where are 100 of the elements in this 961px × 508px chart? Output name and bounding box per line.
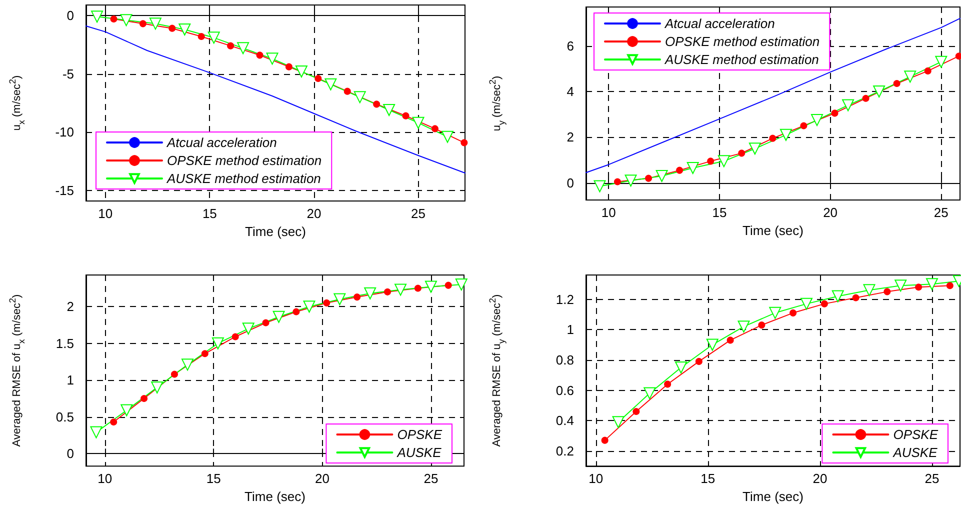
point [91, 10, 104, 23]
point [178, 24, 191, 36]
point [460, 139, 468, 146]
x-tick-label: 15 [700, 471, 716, 486]
point [344, 88, 351, 95]
point [852, 294, 860, 302]
y-tick-label: 0 [66, 446, 74, 462]
point [946, 282, 954, 290]
x-tick-label: 25 [411, 206, 426, 221]
line-series [586, 18, 960, 174]
y-tick-label: 1 [66, 372, 74, 388]
y-tick-label: -10 [55, 124, 74, 140]
x-tick-label: 15 [202, 206, 217, 221]
point [676, 166, 684, 174]
point [904, 70, 916, 83]
point [402, 112, 410, 120]
point [811, 114, 824, 126]
legend-label: Atcual acceleration [664, 16, 775, 31]
point [285, 63, 292, 70]
point [120, 14, 132, 26]
point [110, 16, 118, 22]
legend-label: OPSKE method estimation [665, 34, 820, 49]
y-tick-label: 1.5 [56, 336, 74, 351]
point [323, 299, 330, 306]
point [384, 288, 391, 296]
point [800, 122, 808, 130]
point [738, 320, 750, 333]
point [292, 308, 300, 316]
point [624, 174, 637, 187]
point [924, 67, 932, 74]
point [873, 86, 886, 98]
line-series [86, 26, 466, 174]
y-axis-title: Averaged RMSE of ux (m/sec2) [8, 294, 26, 447]
point [863, 284, 876, 296]
point [884, 288, 891, 296]
point [632, 408, 640, 415]
y-axis-title: Averaged RMSE of uy (m/sec2) [488, 294, 506, 447]
point [706, 338, 718, 351]
x-tick-label: 25 [934, 205, 948, 220]
point [769, 134, 776, 142]
x-tick-label: 20 [812, 471, 828, 486]
point [139, 20, 146, 28]
point [695, 358, 702, 365]
x-axis-title: Time (sec) [742, 489, 804, 504]
x-tick-label: 15 [206, 471, 221, 486]
point [110, 418, 118, 426]
legend-label: AUSKE [396, 445, 442, 460]
point [790, 309, 797, 316]
point [738, 150, 746, 157]
point [140, 394, 148, 402]
point [208, 32, 220, 44]
point [431, 125, 438, 132]
y-tick-label: 0.5 [56, 409, 74, 424]
y-tick-label: 0 [66, 8, 74, 23]
point [820, 300, 828, 308]
point [334, 293, 346, 306]
point [926, 278, 938, 290]
point [303, 300, 316, 313]
point [800, 298, 812, 310]
point [198, 33, 205, 40]
y-tick-label: -15 [55, 183, 74, 198]
point [601, 436, 608, 444]
y-tick-label: 1.2 [556, 292, 574, 307]
point [90, 426, 102, 438]
legend-label: OPSKE [893, 427, 938, 442]
point [383, 104, 396, 116]
legend-label: AUSKE method estimation [664, 52, 819, 67]
point [414, 284, 422, 292]
y-tick-label: 2 [566, 130, 574, 145]
point [394, 284, 407, 296]
legend-label: AUSKE [892, 445, 938, 460]
point [232, 333, 239, 340]
y-tick-label: 0.8 [556, 352, 574, 368]
point [364, 287, 376, 300]
x-axis-title: Time (sec) [245, 224, 306, 239]
point [455, 278, 468, 291]
legend-label: Atcual acceleration [166, 135, 277, 150]
point [726, 336, 734, 344]
point [237, 42, 250, 54]
legend-label: OPSKE method estimation [167, 153, 322, 168]
point [842, 99, 854, 112]
point [644, 387, 656, 400]
legend-label: AUSKE method estimation [166, 171, 321, 186]
x-tick-label: 20 [315, 471, 330, 486]
legend-label: OPSKE [397, 427, 442, 442]
point [915, 284, 922, 291]
y-tick-label: 0.4 [556, 413, 574, 428]
y-tick-label: 6 [566, 38, 574, 54]
y-tick-label: 4 [566, 84, 574, 100]
point [955, 52, 961, 60]
point [748, 142, 761, 155]
y-tick-label: 0 [566, 175, 574, 190]
point [151, 381, 164, 394]
y-tick-label: -5 [62, 66, 74, 82]
point [424, 280, 437, 293]
point [718, 155, 730, 168]
point [314, 75, 322, 82]
point [354, 91, 366, 104]
point [831, 110, 838, 117]
y-tick-label: 0.2 [556, 443, 574, 458]
